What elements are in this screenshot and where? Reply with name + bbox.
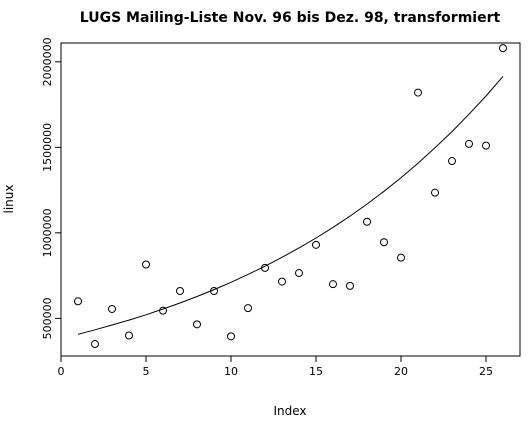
chart-title: LUGS Mailing-Liste Nov. 96 bis Dez. 98, … (80, 10, 501, 26)
data-point (210, 287, 218, 296)
x-tick-label: 20 (394, 365, 408, 378)
x-tick-label: 0 (58, 365, 65, 378)
data-point (108, 304, 116, 313)
data-point (244, 304, 252, 313)
x-tick-label: 15 (309, 365, 323, 378)
data-point (363, 217, 371, 226)
data-point (329, 280, 337, 289)
data-point (176, 287, 184, 296)
x-tick-label: 25 (479, 365, 493, 378)
x-axis: 0 5 10 15 20 25 (58, 356, 493, 378)
data-point (91, 340, 99, 349)
data-point (227, 332, 235, 341)
y-tick-label: 2000000 (41, 37, 54, 86)
data-point (431, 188, 439, 197)
data-point (125, 331, 133, 340)
data-point (261, 263, 269, 272)
y-axis: 500000 1000000 1500000 2000000 (41, 37, 61, 339)
data-point (346, 281, 354, 290)
y-axis-label: linux (2, 185, 16, 214)
data-point (74, 297, 82, 306)
data-point (465, 139, 473, 148)
data-point (380, 238, 388, 247)
y-tick-label: 1500000 (41, 123, 54, 172)
y-tick-label: 500000 (41, 297, 54, 339)
fitted-curve (77, 76, 504, 335)
x-tick-label: 5 (143, 365, 150, 378)
x-axis-label: Index (273, 404, 306, 418)
data-point (414, 88, 422, 97)
data-point (193, 320, 201, 329)
x-tick-label: 10 (224, 365, 238, 378)
data-points (74, 44, 507, 349)
data-point (499, 44, 507, 53)
data-point (448, 157, 456, 166)
data-point (142, 260, 150, 269)
y-tick-label: 1000000 (41, 208, 54, 257)
data-point (482, 141, 490, 150)
fit-line (77, 76, 504, 335)
data-point (397, 253, 405, 262)
data-point (312, 240, 320, 249)
data-point (295, 269, 303, 278)
data-point (159, 306, 167, 315)
plot-frame (60, 42, 521, 357)
data-point (278, 277, 286, 286)
